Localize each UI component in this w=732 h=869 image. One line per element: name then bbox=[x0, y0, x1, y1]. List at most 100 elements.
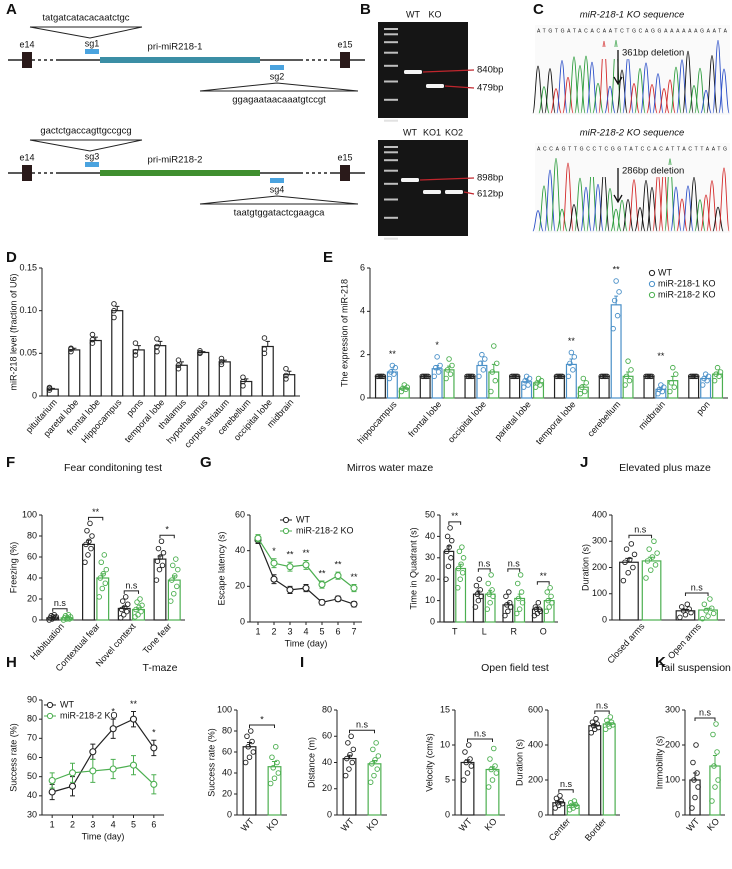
panel-letter: J bbox=[580, 454, 588, 471]
data-point bbox=[558, 798, 564, 804]
data-point bbox=[710, 610, 717, 617]
y-tick-label: 0 bbox=[327, 809, 332, 819]
data-point bbox=[594, 721, 600, 727]
significance-label: n.s bbox=[478, 558, 491, 568]
significance-bracket bbox=[123, 590, 140, 594]
data-point bbox=[99, 585, 106, 592]
bar bbox=[464, 375, 476, 399]
y-tick-label: 60 bbox=[27, 551, 37, 561]
data-point bbox=[701, 601, 708, 608]
data-point bbox=[346, 766, 352, 772]
data-point bbox=[174, 583, 180, 590]
data-point bbox=[670, 364, 676, 371]
significance-bracket bbox=[52, 608, 68, 612]
data-point bbox=[548, 593, 554, 600]
data-point bbox=[488, 766, 494, 773]
y-tick-label: 70 bbox=[27, 733, 37, 743]
data-point bbox=[631, 551, 638, 558]
data-point bbox=[88, 545, 94, 552]
series-line bbox=[51, 764, 155, 785]
data-point bbox=[89, 748, 97, 756]
bar bbox=[485, 768, 500, 816]
error-bar bbox=[614, 295, 619, 305]
data-point bbox=[553, 795, 560, 802]
data-point bbox=[464, 770, 471, 776]
x-tick-label: midbrain bbox=[637, 399, 668, 431]
data-point bbox=[571, 798, 578, 804]
y-tick-label: 400 bbox=[592, 509, 607, 519]
guide-label: sg4 bbox=[270, 184, 285, 194]
y-tick-label: 0 bbox=[32, 614, 37, 624]
guide-label: sg1 bbox=[85, 38, 100, 48]
data-point bbox=[519, 599, 526, 606]
data-point bbox=[556, 373, 563, 380]
chart-title: Open field test bbox=[481, 662, 549, 674]
guide-sequence: taatgtggatactcgaagca bbox=[234, 208, 326, 219]
y-tick-label: 300 bbox=[592, 536, 607, 546]
data-point bbox=[375, 753, 382, 759]
deletion-arrow bbox=[613, 50, 623, 86]
data-point bbox=[129, 761, 138, 769]
y-tick-label: 0 bbox=[430, 616, 435, 626]
data-point bbox=[129, 715, 138, 723]
y-tick-label: 0 bbox=[240, 616, 245, 626]
data-point bbox=[467, 756, 473, 762]
data-point bbox=[491, 745, 497, 752]
data-point bbox=[489, 587, 495, 593]
data-point bbox=[503, 593, 509, 600]
data-point bbox=[518, 589, 525, 595]
y-tick-label: 100 bbox=[22, 509, 37, 519]
trace-peak bbox=[676, 59, 688, 114]
y-tick-label: 15 bbox=[440, 704, 450, 714]
data-point bbox=[334, 572, 342, 580]
y-axis-label: Duration (s) bbox=[580, 544, 590, 591]
y-tick-label: 20 bbox=[235, 581, 245, 591]
y-tick-label: 40 bbox=[27, 790, 37, 800]
data-point bbox=[601, 373, 607, 380]
data-point bbox=[89, 533, 95, 539]
data-point bbox=[68, 348, 74, 355]
data-point bbox=[318, 598, 326, 606]
data-point bbox=[446, 356, 452, 362]
data-point bbox=[477, 587, 484, 593]
data-point bbox=[283, 365, 289, 372]
y-tick-label: 60 bbox=[235, 509, 245, 519]
ladder-band bbox=[384, 146, 398, 148]
bar bbox=[688, 375, 700, 399]
x-tick-label: Tone fear bbox=[141, 621, 174, 656]
data-point bbox=[485, 784, 492, 790]
significance-label: ** bbox=[92, 507, 100, 517]
guide-callout bbox=[29, 26, 143, 39]
data-point bbox=[350, 600, 358, 608]
x-tick-label: 5 bbox=[131, 819, 136, 829]
panel-letter: B bbox=[360, 1, 371, 18]
data-point bbox=[154, 343, 160, 350]
data-point bbox=[517, 572, 524, 578]
data-point bbox=[349, 759, 355, 766]
error-bar bbox=[93, 336, 98, 341]
data-point bbox=[443, 375, 449, 382]
exon-label: e15 bbox=[337, 152, 352, 162]
ladder-band bbox=[384, 159, 398, 162]
y-tick-label: 10 bbox=[425, 595, 435, 605]
data-point bbox=[445, 563, 452, 570]
data-point bbox=[218, 355, 225, 362]
trace-peak bbox=[574, 177, 586, 232]
data-point bbox=[552, 805, 559, 811]
data-point bbox=[709, 798, 715, 804]
chart-title: Elevated plus maze bbox=[619, 462, 711, 474]
x-tick-label: occipital lobe bbox=[446, 399, 488, 444]
data-point bbox=[492, 377, 499, 384]
band-pointer bbox=[419, 177, 475, 181]
data-point bbox=[544, 589, 550, 595]
x-tick-label: 2 bbox=[271, 626, 276, 636]
data-point bbox=[622, 382, 628, 388]
data-point bbox=[447, 525, 453, 531]
data-point bbox=[474, 591, 481, 597]
significance-label: * bbox=[111, 707, 115, 717]
data-point bbox=[463, 759, 469, 766]
trace-annotation: 286bp deletion bbox=[622, 166, 684, 177]
significance-label: n.s bbox=[691, 582, 704, 592]
data-point bbox=[117, 615, 124, 621]
trace-peak bbox=[670, 66, 682, 114]
